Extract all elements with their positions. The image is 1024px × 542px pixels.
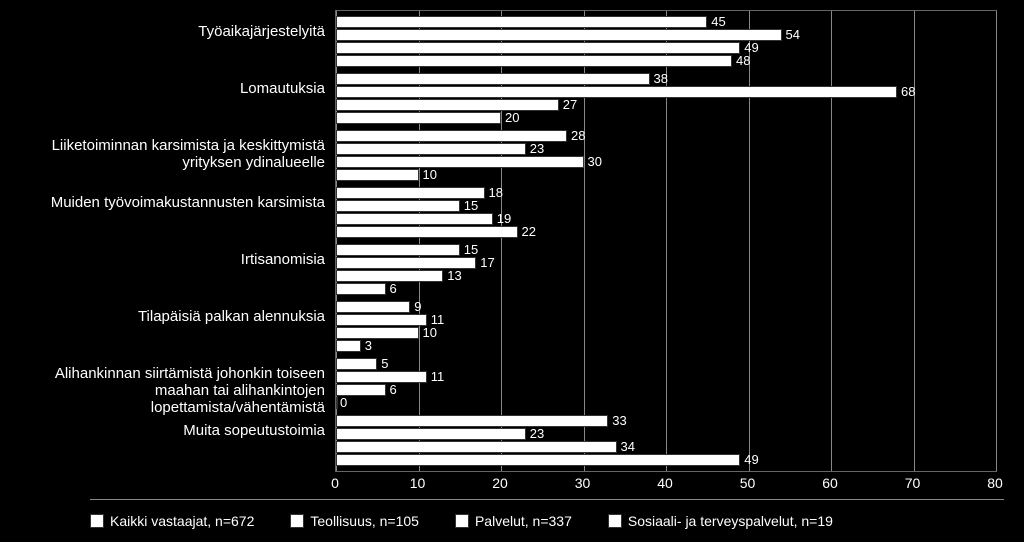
bar bbox=[336, 86, 897, 98]
category-label: Muita sopeutustoimia bbox=[0, 422, 325, 439]
x-tick-label: 20 bbox=[492, 475, 508, 491]
bar bbox=[336, 156, 584, 168]
gridline bbox=[914, 11, 915, 471]
x-tick-label: 0 bbox=[331, 475, 339, 491]
legend-item: Teollisuus, n=105 bbox=[290, 513, 419, 529]
bar-value-label: 68 bbox=[901, 86, 915, 98]
bar-value-label: 15 bbox=[464, 200, 478, 212]
legend-item: Kaikki vastaajat, n=672 bbox=[90, 513, 254, 529]
category-label: Muiden työvoimakustannusten karsimista bbox=[0, 194, 325, 211]
bar-value-label: 10 bbox=[423, 169, 437, 181]
x-tick-label: 60 bbox=[822, 475, 838, 491]
bar-value-label: 19 bbox=[497, 213, 511, 225]
bar bbox=[336, 454, 740, 466]
bar bbox=[336, 244, 460, 256]
category-label: Työaikajärjestelyitä bbox=[0, 23, 325, 40]
bar-value-label: 13 bbox=[447, 270, 461, 282]
bar-value-label: 20 bbox=[505, 112, 519, 124]
legend-swatch bbox=[290, 514, 304, 528]
x-tick-label: 40 bbox=[657, 475, 673, 491]
bar-value-label: 6 bbox=[390, 384, 397, 396]
bar bbox=[336, 187, 485, 199]
x-tick-label: 30 bbox=[575, 475, 591, 491]
legend-label: Kaikki vastaajat, n=672 bbox=[110, 513, 254, 529]
bar-value-label: 27 bbox=[563, 99, 577, 111]
bar-value-label: 5 bbox=[381, 358, 388, 370]
bar bbox=[336, 99, 559, 111]
bar bbox=[336, 112, 501, 124]
grouped-horizontal-bar-chart: 4554494838682720282330101815192215171369… bbox=[0, 0, 1024, 542]
bar bbox=[336, 42, 740, 54]
bar bbox=[336, 327, 419, 339]
bar-value-label: 18 bbox=[489, 187, 503, 199]
bar bbox=[336, 29, 782, 41]
bar bbox=[336, 169, 419, 181]
category-label: Alihankinnan siirtämistä johonkin toisee… bbox=[0, 365, 325, 417]
legend-item: Palvelut, n=337 bbox=[455, 513, 572, 529]
bar-value-label: 11 bbox=[431, 371, 445, 383]
category-label: Liiketoiminnan karsimista ja keskittymis… bbox=[0, 137, 325, 172]
bar bbox=[336, 16, 707, 28]
bar-value-label: 45 bbox=[711, 16, 725, 28]
bar-value-label: 30 bbox=[588, 156, 602, 168]
category-label: Irtisanomisia bbox=[0, 251, 325, 268]
bar-value-label: 15 bbox=[464, 244, 478, 256]
gridline bbox=[996, 11, 997, 471]
gridline bbox=[749, 11, 750, 471]
bar-value-label: 3 bbox=[365, 340, 372, 352]
x-tick-label: 70 bbox=[905, 475, 921, 491]
bar bbox=[336, 358, 377, 370]
bar-value-label: 48 bbox=[736, 55, 750, 67]
category-label: Lomautuksia bbox=[0, 80, 325, 97]
legend-swatch bbox=[608, 514, 622, 528]
bar-value-label: 10 bbox=[423, 327, 437, 339]
bar-value-label: 49 bbox=[744, 454, 758, 466]
x-tick-label: 10 bbox=[410, 475, 426, 491]
bar-value-label: 28 bbox=[571, 130, 585, 142]
bar-value-label: 23 bbox=[530, 428, 544, 440]
bar-value-label: 34 bbox=[621, 441, 635, 453]
bar bbox=[336, 314, 427, 326]
x-tick-label: 80 bbox=[987, 475, 1003, 491]
legend-label: Teollisuus, n=105 bbox=[310, 513, 419, 529]
legend-swatch bbox=[90, 514, 104, 528]
bar bbox=[336, 283, 386, 295]
legend-swatch bbox=[455, 514, 469, 528]
bar-value-label: 38 bbox=[654, 73, 668, 85]
category-label: Tilapäisiä palkan alennuksia bbox=[0, 308, 325, 325]
bar bbox=[336, 441, 617, 453]
bar bbox=[336, 340, 361, 352]
legend-label: Palvelut, n=337 bbox=[475, 513, 572, 529]
legend-label: Sosiaali- ja terveyspalvelut, n=19 bbox=[628, 513, 833, 529]
legend: Kaikki vastaajat, n=672 Teollisuus, n=105… bbox=[90, 499, 1004, 536]
bar bbox=[336, 55, 732, 67]
bar bbox=[336, 415, 608, 427]
legend-item: Sosiaali- ja terveyspalvelut, n=19 bbox=[608, 513, 833, 529]
bar-value-label: 17 bbox=[480, 257, 494, 269]
x-tick-label: 50 bbox=[740, 475, 756, 491]
bar-value-label: 54 bbox=[786, 29, 800, 41]
bar bbox=[336, 371, 427, 383]
bar-value-label: 33 bbox=[612, 415, 626, 427]
bar-value-label: 6 bbox=[390, 283, 397, 295]
bar bbox=[336, 397, 338, 409]
bar bbox=[336, 226, 518, 238]
bar bbox=[336, 428, 526, 440]
bar bbox=[336, 200, 460, 212]
plot-area: 4554494838682720282330101815192215171369… bbox=[335, 10, 997, 472]
bar bbox=[336, 213, 493, 225]
bar-value-label: 9 bbox=[414, 301, 421, 313]
bar-value-label: 23 bbox=[530, 143, 544, 155]
bar-value-label: 22 bbox=[522, 226, 536, 238]
bar-value-label: 0 bbox=[340, 397, 347, 409]
gridline bbox=[831, 11, 832, 471]
bar bbox=[336, 73, 650, 85]
bar bbox=[336, 301, 410, 313]
bar bbox=[336, 143, 526, 155]
